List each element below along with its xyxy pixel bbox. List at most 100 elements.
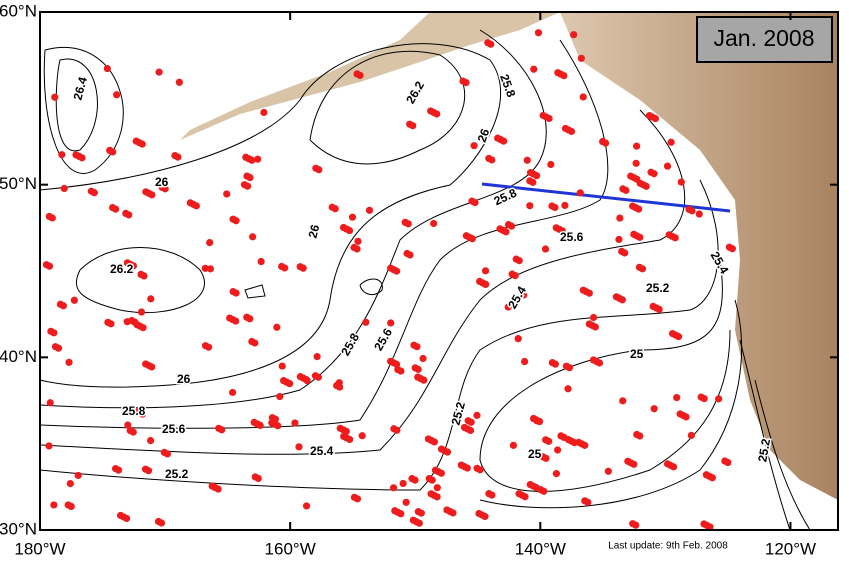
float-dot bbox=[650, 405, 658, 413]
lat-tick-label: 40°N bbox=[0, 347, 37, 366]
float-dot bbox=[585, 289, 593, 297]
float-dot bbox=[50, 501, 58, 509]
float-dot bbox=[502, 228, 510, 236]
float-dot bbox=[90, 189, 98, 197]
float-dot bbox=[417, 509, 425, 517]
float-dot bbox=[402, 498, 410, 506]
float-dot bbox=[295, 443, 303, 451]
float-dot bbox=[232, 317, 240, 325]
float-dot bbox=[358, 432, 366, 440]
float-dot bbox=[515, 257, 523, 265]
float-dot bbox=[129, 428, 137, 436]
float-dot bbox=[414, 365, 422, 373]
float-dot bbox=[48, 214, 56, 222]
float-dot bbox=[581, 441, 589, 449]
float-dot bbox=[545, 114, 553, 123]
float-dot bbox=[302, 502, 311, 510]
float-dot bbox=[147, 436, 155, 445]
float-dot bbox=[148, 191, 156, 199]
float-dot bbox=[487, 40, 495, 48]
float-dot bbox=[399, 479, 407, 488]
float-dot bbox=[362, 318, 370, 326]
float-dot bbox=[558, 227, 566, 235]
contour-label: 25.4 bbox=[708, 249, 732, 277]
float-dot bbox=[724, 458, 732, 467]
float-dot bbox=[335, 379, 343, 387]
float-dot bbox=[315, 166, 323, 174]
float-dot bbox=[78, 154, 86, 162]
float-dot bbox=[273, 323, 281, 331]
contour-label: 26 bbox=[177, 372, 191, 386]
float-dot bbox=[174, 153, 182, 161]
contour-label: 25.6 bbox=[162, 422, 186, 436]
float-dot bbox=[635, 205, 643, 213]
float-dot bbox=[204, 343, 213, 351]
float-dot bbox=[540, 487, 548, 495]
float-dot bbox=[411, 476, 419, 484]
float-dot bbox=[163, 450, 171, 458]
float-dot bbox=[476, 466, 484, 474]
float-dot bbox=[299, 264, 307, 272]
float-dot bbox=[473, 411, 481, 419]
float-dot bbox=[466, 426, 475, 435]
float-dot bbox=[223, 190, 231, 198]
float-dot bbox=[140, 272, 148, 280]
float-dot bbox=[504, 303, 512, 311]
float-dot bbox=[577, 54, 585, 62]
float-dot bbox=[155, 68, 163, 76]
float-dot bbox=[58, 151, 66, 159]
contour-label: 26.4 bbox=[70, 75, 90, 101]
float-dot bbox=[695, 210, 703, 218]
float-dot bbox=[54, 344, 63, 352]
float-dot bbox=[50, 329, 58, 337]
float-dot bbox=[443, 448, 452, 456]
map-frame bbox=[39, 11, 839, 531]
float-dot bbox=[254, 474, 262, 483]
float-dot bbox=[353, 495, 362, 503]
float-dot bbox=[595, 359, 604, 367]
float-dot bbox=[433, 493, 441, 501]
float-dot bbox=[551, 203, 559, 212]
float-dot bbox=[547, 160, 555, 169]
float-dot bbox=[260, 108, 268, 117]
float-dot bbox=[511, 272, 519, 280]
contour-label: 25.8 bbox=[338, 331, 362, 359]
float-dot bbox=[700, 395, 708, 403]
float-dot bbox=[636, 233, 644, 241]
float-dot bbox=[291, 419, 299, 427]
float-dot bbox=[348, 213, 357, 221]
map-title: Jan. 2008 bbox=[713, 25, 814, 51]
float-dot bbox=[206, 238, 214, 247]
float-dot bbox=[673, 393, 681, 402]
float-dot bbox=[615, 235, 623, 244]
float-dot bbox=[139, 324, 147, 332]
float-dot bbox=[589, 313, 598, 322]
float-dot bbox=[521, 493, 529, 501]
float-dot bbox=[604, 467, 612, 475]
float-dot bbox=[148, 363, 156, 371]
float-dot bbox=[138, 140, 146, 148]
float-dot bbox=[565, 364, 574, 372]
float-dot bbox=[564, 385, 572, 393]
float-dot bbox=[415, 519, 423, 527]
float-dot bbox=[430, 219, 438, 228]
float-dot bbox=[66, 479, 74, 488]
float-dot bbox=[103, 64, 111, 73]
float-dot bbox=[254, 155, 262, 163]
float-dot bbox=[251, 339, 259, 347]
float-dot bbox=[488, 491, 496, 499]
contour-label: 25.8 bbox=[122, 404, 146, 418]
float-dot bbox=[286, 380, 294, 388]
float-dot bbox=[107, 320, 115, 328]
contour-label: 25.6 bbox=[560, 230, 584, 244]
float-dot bbox=[534, 29, 543, 37]
float-dot bbox=[278, 362, 286, 370]
float-dot bbox=[482, 280, 490, 289]
float-dot bbox=[509, 441, 518, 449]
float-dot bbox=[232, 217, 240, 225]
float-dot bbox=[70, 296, 78, 304]
float-dot bbox=[669, 463, 678, 471]
float-dot bbox=[622, 186, 630, 194]
float-dot bbox=[229, 388, 237, 397]
float-dot bbox=[397, 367, 405, 375]
